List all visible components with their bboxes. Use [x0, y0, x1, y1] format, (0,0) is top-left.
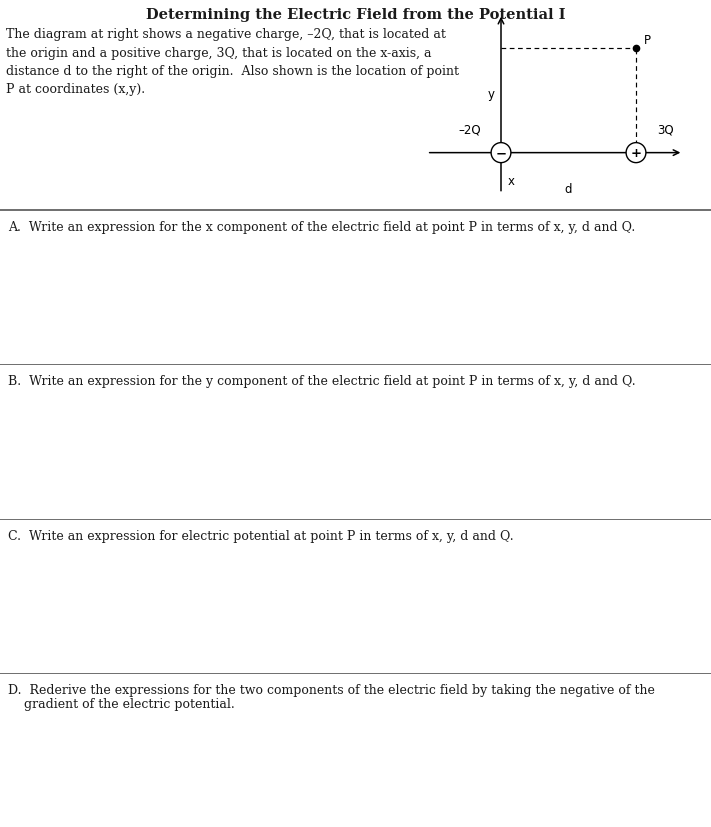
Text: D.  Rederive the expressions for the two components of the electric field by tak: D. Rederive the expressions for the two … — [8, 683, 655, 696]
Text: x: x — [508, 175, 514, 188]
Text: d: d — [565, 183, 572, 195]
Text: gradient of the electric potential.: gradient of the electric potential. — [24, 697, 235, 710]
Text: A.  Write an expression for the x component of the electric field at point P in : A. Write an expression for the x compone… — [8, 221, 635, 234]
Text: +: + — [631, 146, 641, 160]
Text: The diagram at right shows a negative charge, –2Q, that is located at
the origin: The diagram at right shows a negative ch… — [6, 28, 459, 97]
Text: B.  Write an expression for the y component of the electric field at point P in : B. Write an expression for the y compone… — [8, 375, 636, 388]
Text: 3Q: 3Q — [657, 123, 673, 136]
Text: C.  Write an expression for electric potential at point P in terms of x, y, d an: C. Write an expression for electric pote… — [8, 529, 513, 542]
Text: –2Q: –2Q — [458, 123, 481, 136]
Text: Determining the Electric Field from the Potential I: Determining the Electric Field from the … — [146, 8, 565, 22]
Circle shape — [491, 143, 511, 164]
Circle shape — [626, 143, 646, 164]
Text: P: P — [644, 34, 651, 46]
Text: −: − — [496, 147, 506, 160]
Text: y: y — [488, 88, 495, 101]
